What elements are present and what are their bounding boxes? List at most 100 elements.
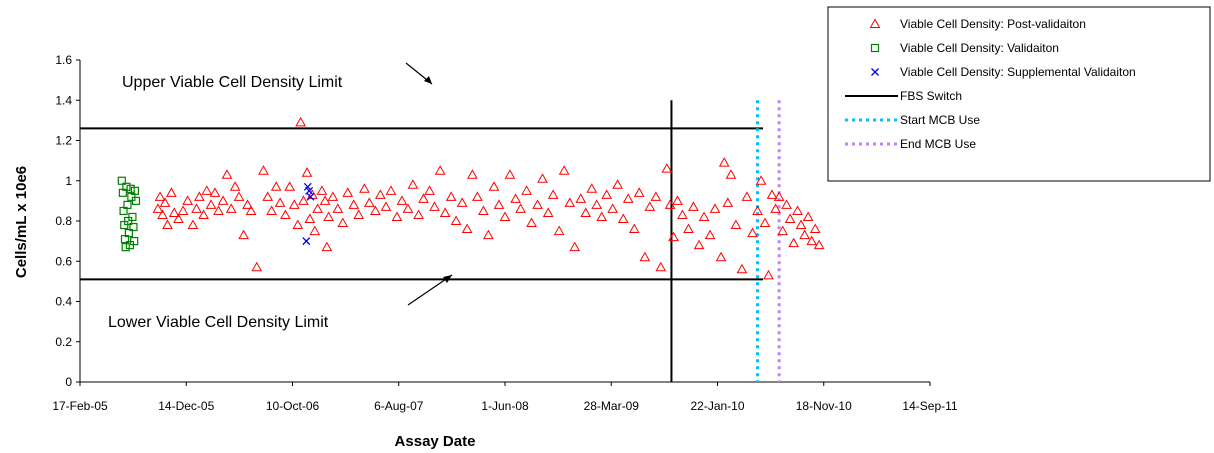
legend-box: [827, 6, 1211, 182]
post-validation-point: [337, 217, 349, 228]
validation-point: [130, 237, 139, 246]
post-validation-point: [162, 219, 173, 230]
post-validation-point: [601, 189, 613, 199]
post-validation-point: [201, 185, 213, 195]
post-validation-point: [752, 205, 763, 215]
y-tick-label: 1.2: [55, 134, 72, 148]
post-validation-point: [385, 185, 397, 195]
post-validation-point: [770, 203, 781, 213]
post-validation-point: [348, 199, 360, 209]
post-validation-point: [688, 201, 699, 211]
legend-label: End MCB Use: [900, 137, 976, 151]
post-validation-point: [301, 167, 313, 177]
reference-lines: [80, 100, 781, 382]
post-validation-point: [266, 205, 277, 215]
post-validation-point: [456, 197, 468, 207]
post-validation-point: [221, 169, 233, 179]
post-validation-point: [309, 225, 321, 236]
validation-point: [124, 228, 133, 238]
post-validation-point: [182, 195, 194, 205]
post-validation-point: [445, 191, 457, 201]
x-axis-title: Assay Date: [395, 433, 476, 450]
post-validation-point: [154, 191, 166, 201]
post-validation-point: [233, 191, 245, 201]
post-validation-point: [213, 205, 224, 215]
legend-label: Viable Cell Density: Post-validaiton: [900, 17, 1086, 31]
post-validation-point: [755, 175, 767, 185]
post-validation-point: [402, 203, 414, 213]
post-validation-point: [205, 199, 217, 209]
y-tick-label: 0.4: [55, 295, 72, 309]
legend-label: Start MCB Use: [900, 113, 980, 127]
post-validation-point: [499, 211, 511, 221]
validation-point: [131, 196, 141, 205]
post-validation-point: [564, 197, 576, 207]
post-validation-point: [777, 225, 789, 236]
lower-limit-arrow: [407, 274, 453, 306]
post-validation-point: [526, 217, 537, 228]
post-validation-point: [730, 219, 742, 230]
post-validation-point: [781, 199, 792, 209]
y-tick-label: 1: [65, 174, 72, 188]
post-validation-point: [157, 209, 168, 219]
post-validation-point: [407, 179, 419, 189]
x-marker-stroke: [303, 182, 312, 191]
post-validation-point: [298, 195, 309, 205]
post-validation-point: [488, 181, 500, 191]
post-validation-point: [763, 269, 774, 280]
y-tick-label: 0.6: [55, 254, 72, 268]
post-validation-point: [209, 187, 221, 197]
post-validation-point: [813, 239, 825, 250]
post-validation-point: [607, 203, 619, 213]
post-validation-point: [187, 219, 199, 230]
legend-label: Viable Cell Density: Validaiton: [900, 41, 1059, 55]
post-validation-point: [644, 201, 656, 211]
post-validation-point: [434, 165, 446, 175]
supplemental-validation-point: [305, 186, 314, 195]
x-marker-stroke: [305, 186, 314, 195]
post-validation-point: [439, 207, 451, 217]
post-validation-point: [374, 189, 386, 199]
plot-area: 0 0.2 0.4 0.6 0.8 1 1.2 1.4 1.6 17-Feb-05 14-Dec-…: [52, 53, 958, 413]
y-tick-label: 1.4: [55, 93, 72, 107]
post-validation-point: [504, 169, 516, 179]
post-validation-point: [677, 209, 688, 219]
y-tick-label: 0: [65, 375, 72, 389]
lower-limit-arrowhead: [443, 275, 452, 283]
legend-symbol-triangle: [869, 18, 881, 28]
post-validation-point: [159, 197, 171, 207]
x-tick-label: 17-Feb-05: [52, 399, 108, 413]
post-validation-point: [547, 189, 559, 199]
lower-limit-annotation: Lower Viable Cell Density Limit: [108, 314, 329, 331]
y-tick-label: 0.8: [55, 214, 72, 228]
x-marker-stroke: [306, 192, 315, 201]
y-tick-label: 1.6: [55, 53, 72, 67]
post-validation-point: [741, 191, 753, 201]
post-validation-point: [639, 251, 651, 262]
x-tick-label: 28-Mar-09: [584, 399, 640, 413]
post-validation-point: [288, 199, 300, 209]
y-axis-title: Cells/mL x 10e6: [13, 166, 30, 278]
post-validation-point: [596, 211, 608, 221]
post-validation-point: [510, 193, 521, 203]
post-validation-point: [327, 191, 339, 201]
post-validation-point: [312, 203, 324, 213]
legend-symbol-square: [870, 43, 880, 53]
legend-label: Viable Cell Density: Supplemental Valida…: [900, 65, 1136, 79]
post-validation-point: [238, 229, 249, 240]
post-validation-point: [655, 261, 667, 272]
post-validation-point: [683, 223, 694, 234]
y-tick-label: 0.2: [55, 335, 72, 349]
post-validation-point: [628, 223, 640, 234]
post-validation-point: [664, 199, 676, 209]
x-tick-label: 14-Dec-05: [158, 399, 214, 413]
post-validation-point: [558, 165, 570, 175]
post-validation-point: [251, 261, 263, 272]
post-validation-point: [792, 205, 803, 215]
post-validation-point: [396, 195, 408, 205]
post-validation-point: [633, 187, 645, 197]
post-validation-point: [242, 199, 253, 209]
post-validation-point: [612, 179, 623, 189]
x-tick-label: 1-Jun-08: [481, 399, 529, 413]
